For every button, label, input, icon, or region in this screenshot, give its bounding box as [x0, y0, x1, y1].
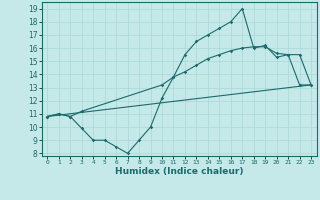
X-axis label: Humidex (Indice chaleur): Humidex (Indice chaleur): [115, 167, 244, 176]
